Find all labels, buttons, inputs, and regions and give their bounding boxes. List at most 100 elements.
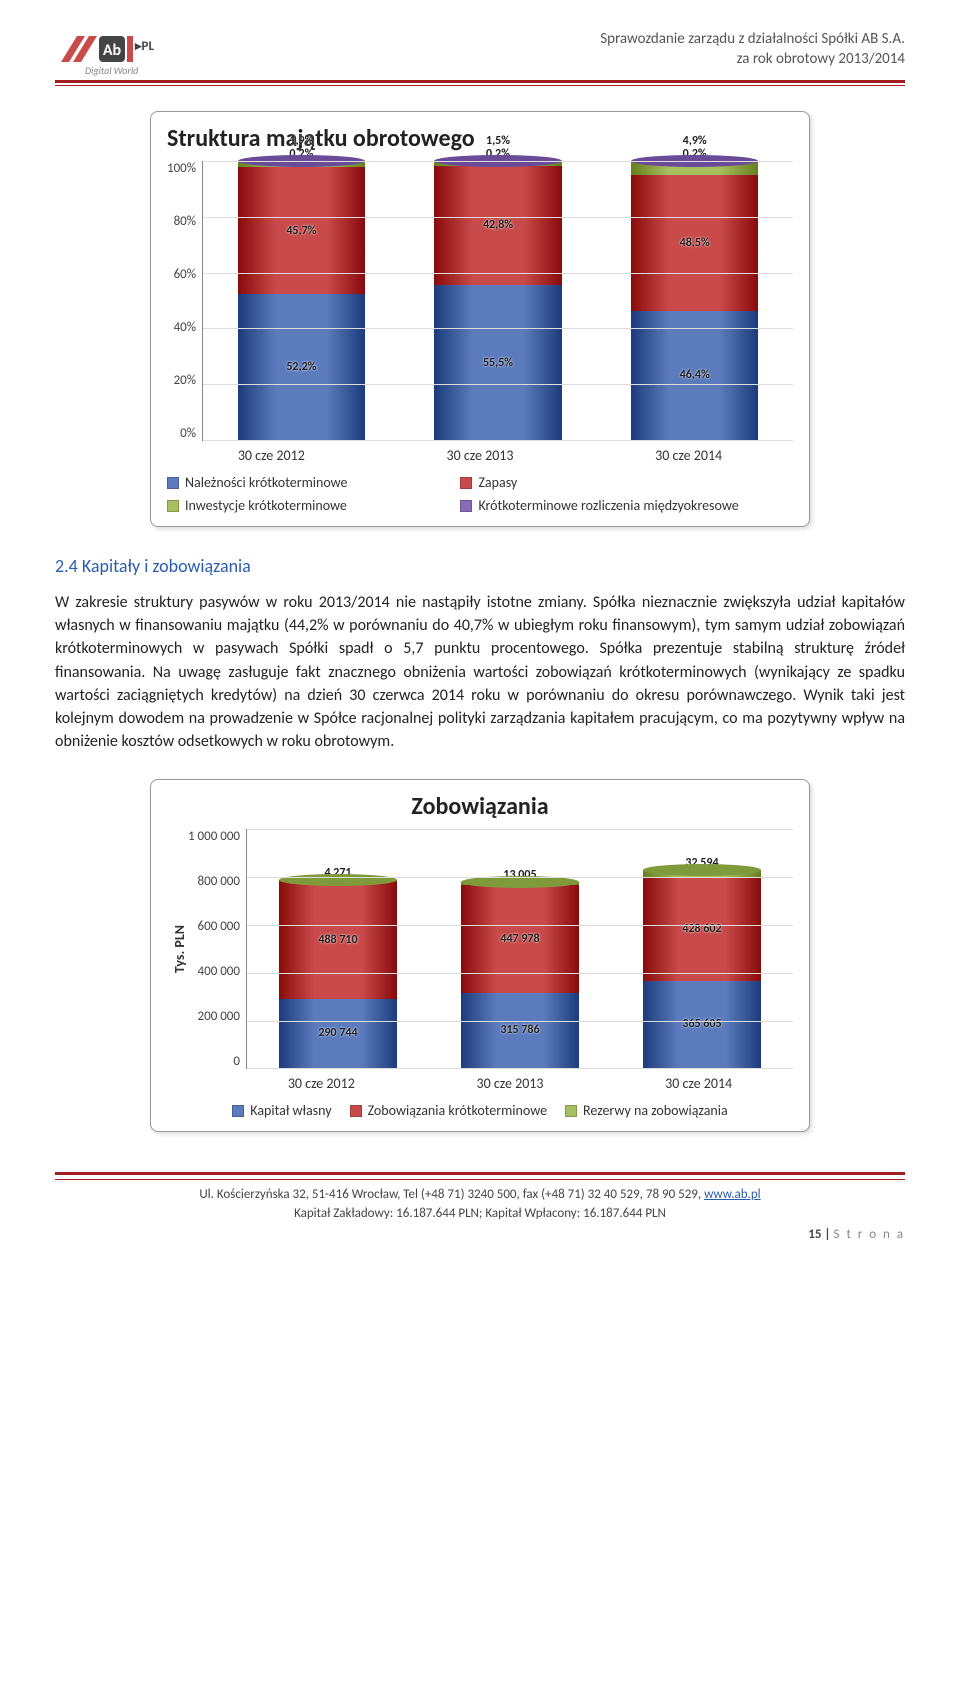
gridline [203, 217, 793, 218]
logo-suffix-text: ▸PL [134, 39, 154, 54]
y-tick: 40% [174, 320, 196, 335]
footer-address: Ul. Kościerzyńska 32, 51-416 Wrocław, Te… [55, 1186, 905, 1204]
legend-swatch [167, 500, 179, 512]
bar-cylinder: 52,2%45,7%1,9%0,2% [238, 161, 365, 440]
page-header: Ab ▸PL Digital World Sprawozdanie zarząd… [55, 30, 905, 83]
logo-main-text: Ab [103, 41, 122, 60]
legend-swatch [167, 477, 179, 489]
bar-column: 55,5%42,8%1,5%0,2% [410, 161, 587, 440]
legend-item: Należności krótkoterminowe [167, 474, 442, 491]
legend-item: Kapitał własny [232, 1102, 331, 1119]
legend-item: Zobowiązania krótkoterminowe [350, 1102, 547, 1119]
bar-column: 46,4%48,5%4,9%0,2% [606, 161, 783, 440]
gridline [247, 925, 793, 926]
bar-cylinder: 315 786447 97813 005 [461, 882, 579, 1068]
legend-swatch [350, 1105, 362, 1117]
legend-label: Inwestycje krótkoterminowe [185, 497, 347, 514]
y-tick: 80% [174, 214, 196, 229]
bar-segment: 52,2% [238, 294, 365, 440]
page-num-value: 15 | [808, 1227, 833, 1242]
chart-struktura-majatku: Struktura majątku obrotowego 100%80%60%4… [150, 111, 810, 527]
bar-value-label: 45,7% [238, 224, 365, 238]
y-tick: 100% [167, 161, 196, 176]
y-tick: 600 000 [198, 919, 240, 934]
body-paragraph: W zakresie struktury pasywów w roku 2013… [55, 591, 905, 753]
bar-value-label: 46,4% [631, 368, 758, 382]
bar-value-label: 488 710 [279, 933, 397, 947]
y-tick: 400 000 [198, 964, 240, 979]
x-tick: 30 cze 2012 [238, 447, 305, 464]
bar-segment: 55,5% [434, 285, 561, 440]
chart2-legend: Kapitał własny Zobowiązania krótkotermino… [167, 1102, 793, 1119]
gridline [203, 161, 793, 162]
y-tick: 0 [233, 1054, 240, 1069]
gridline [247, 1068, 793, 1069]
legend-label: Należności krótkoterminowe [185, 474, 348, 491]
bar-value-label: 1,5% [434, 134, 561, 148]
chart1-plot-area: 52,2%45,7%1,9%0,2%55,5%42,8%1,5%0,2%46,4… [202, 161, 793, 441]
legend-item: Zapasy [460, 474, 735, 491]
logo-icon: Ab ▸PL Digital World [55, 30, 165, 76]
x-tick: 30 cze 2014 [655, 447, 722, 464]
gridline [247, 877, 793, 878]
bar-value-label: 4,9% [631, 134, 758, 148]
bar-value-label: 315 786 [461, 1023, 579, 1037]
bar-value-label: 42,8% [434, 218, 561, 232]
logo: Ab ▸PL Digital World [55, 30, 165, 76]
cylinder-top [643, 864, 761, 876]
bar-column: 290 744488 7104 271 [256, 829, 420, 1068]
y-tick: 20% [174, 373, 196, 388]
header-line1: Sprawozdanie zarządu z działalności Spół… [600, 30, 905, 50]
gridline [203, 328, 793, 329]
chart2-x-axis: 30 cze 201230 cze 201330 cze 2014 [227, 1075, 793, 1092]
legend-item: Inwestycje krótkoterminowe [167, 497, 442, 514]
y-tick: 1 000 000 [188, 829, 240, 844]
bar-cylinder: 290 744488 7104 271 [279, 880, 397, 1068]
bar-column: 365 605428 60232 594 [620, 829, 784, 1068]
gridline [203, 440, 793, 441]
chart1-legend: Należności krótkoterminowe Zapasy Inwestyc… [167, 474, 793, 514]
bar-value-label: 1,9% [238, 134, 365, 148]
logo-tagline-text: Digital World [85, 64, 138, 76]
page-num-word: S t r o n a [834, 1227, 905, 1242]
bar-segment: 48,5% [631, 175, 758, 310]
y-tick: 200 000 [198, 1009, 240, 1024]
bar-segment: 42,8% [434, 166, 561, 285]
footer-capital: Kapitał Zakładowy: 16.187.644 PLN; Kapit… [55, 1205, 905, 1223]
gridline [247, 829, 793, 830]
legend-swatch [232, 1105, 244, 1117]
bar-segment: 290 744 [279, 999, 397, 1069]
bar-column: 52,2%45,7%1,9%0,2% [213, 161, 390, 440]
bar-segment: 365 605 [643, 981, 761, 1069]
legend-label: Zobowiązania krótkoterminowe [368, 1102, 547, 1119]
bar-segment: 45,7% [238, 167, 365, 295]
y-tick: 800 000 [198, 874, 240, 889]
footer-link[interactable]: www.ab.pl [704, 1187, 761, 1202]
bar-value-label: 55,5% [434, 356, 561, 370]
chart2-y-axis: 1 000 000 800 000 600 000 400 000 200 000 0 [188, 829, 246, 1069]
bar-value-label: 290 744 [279, 1026, 397, 1040]
chart2-title: Zobowiązania [167, 792, 793, 821]
gridline [203, 273, 793, 274]
page-number: 15 | S t r o n a [55, 1227, 905, 1242]
bar-cylinder: 55,5%42,8%1,5%0,2% [434, 161, 561, 440]
x-tick: 30 cze 2013 [446, 447, 513, 464]
legend-swatch [565, 1105, 577, 1117]
chart-zobowiazania: Zobowiązania Tys. PLN 1 000 000 800 000 60… [150, 779, 810, 1132]
bar-segment: 428 602 [643, 878, 761, 981]
x-tick: 30 cze 2013 [476, 1075, 543, 1092]
bar-column: 315 786447 97813 005 [438, 829, 602, 1068]
legend-item: Rezerwy na zobowiązania [565, 1102, 728, 1119]
bar-segment: 46,4% [631, 311, 758, 440]
legend-label: Krótkoterminowe rozliczenia międzyokreso… [478, 497, 738, 514]
bar-value-label: 447 978 [461, 932, 579, 946]
bar-value-label: 48,5% [631, 236, 758, 250]
chart2-y-label: Tys. PLN [167, 925, 188, 973]
legend-label: Zapasy [478, 474, 517, 491]
bar-value-label: 52,2% [238, 360, 365, 374]
x-tick: 30 cze 2012 [288, 1075, 355, 1092]
bar-cylinder: 365 605428 60232 594 [643, 870, 761, 1068]
header-rule [55, 85, 905, 86]
gridline [203, 384, 793, 385]
chart2-plot-area: 290 744488 7104 271315 786447 97813 0053… [246, 829, 793, 1069]
